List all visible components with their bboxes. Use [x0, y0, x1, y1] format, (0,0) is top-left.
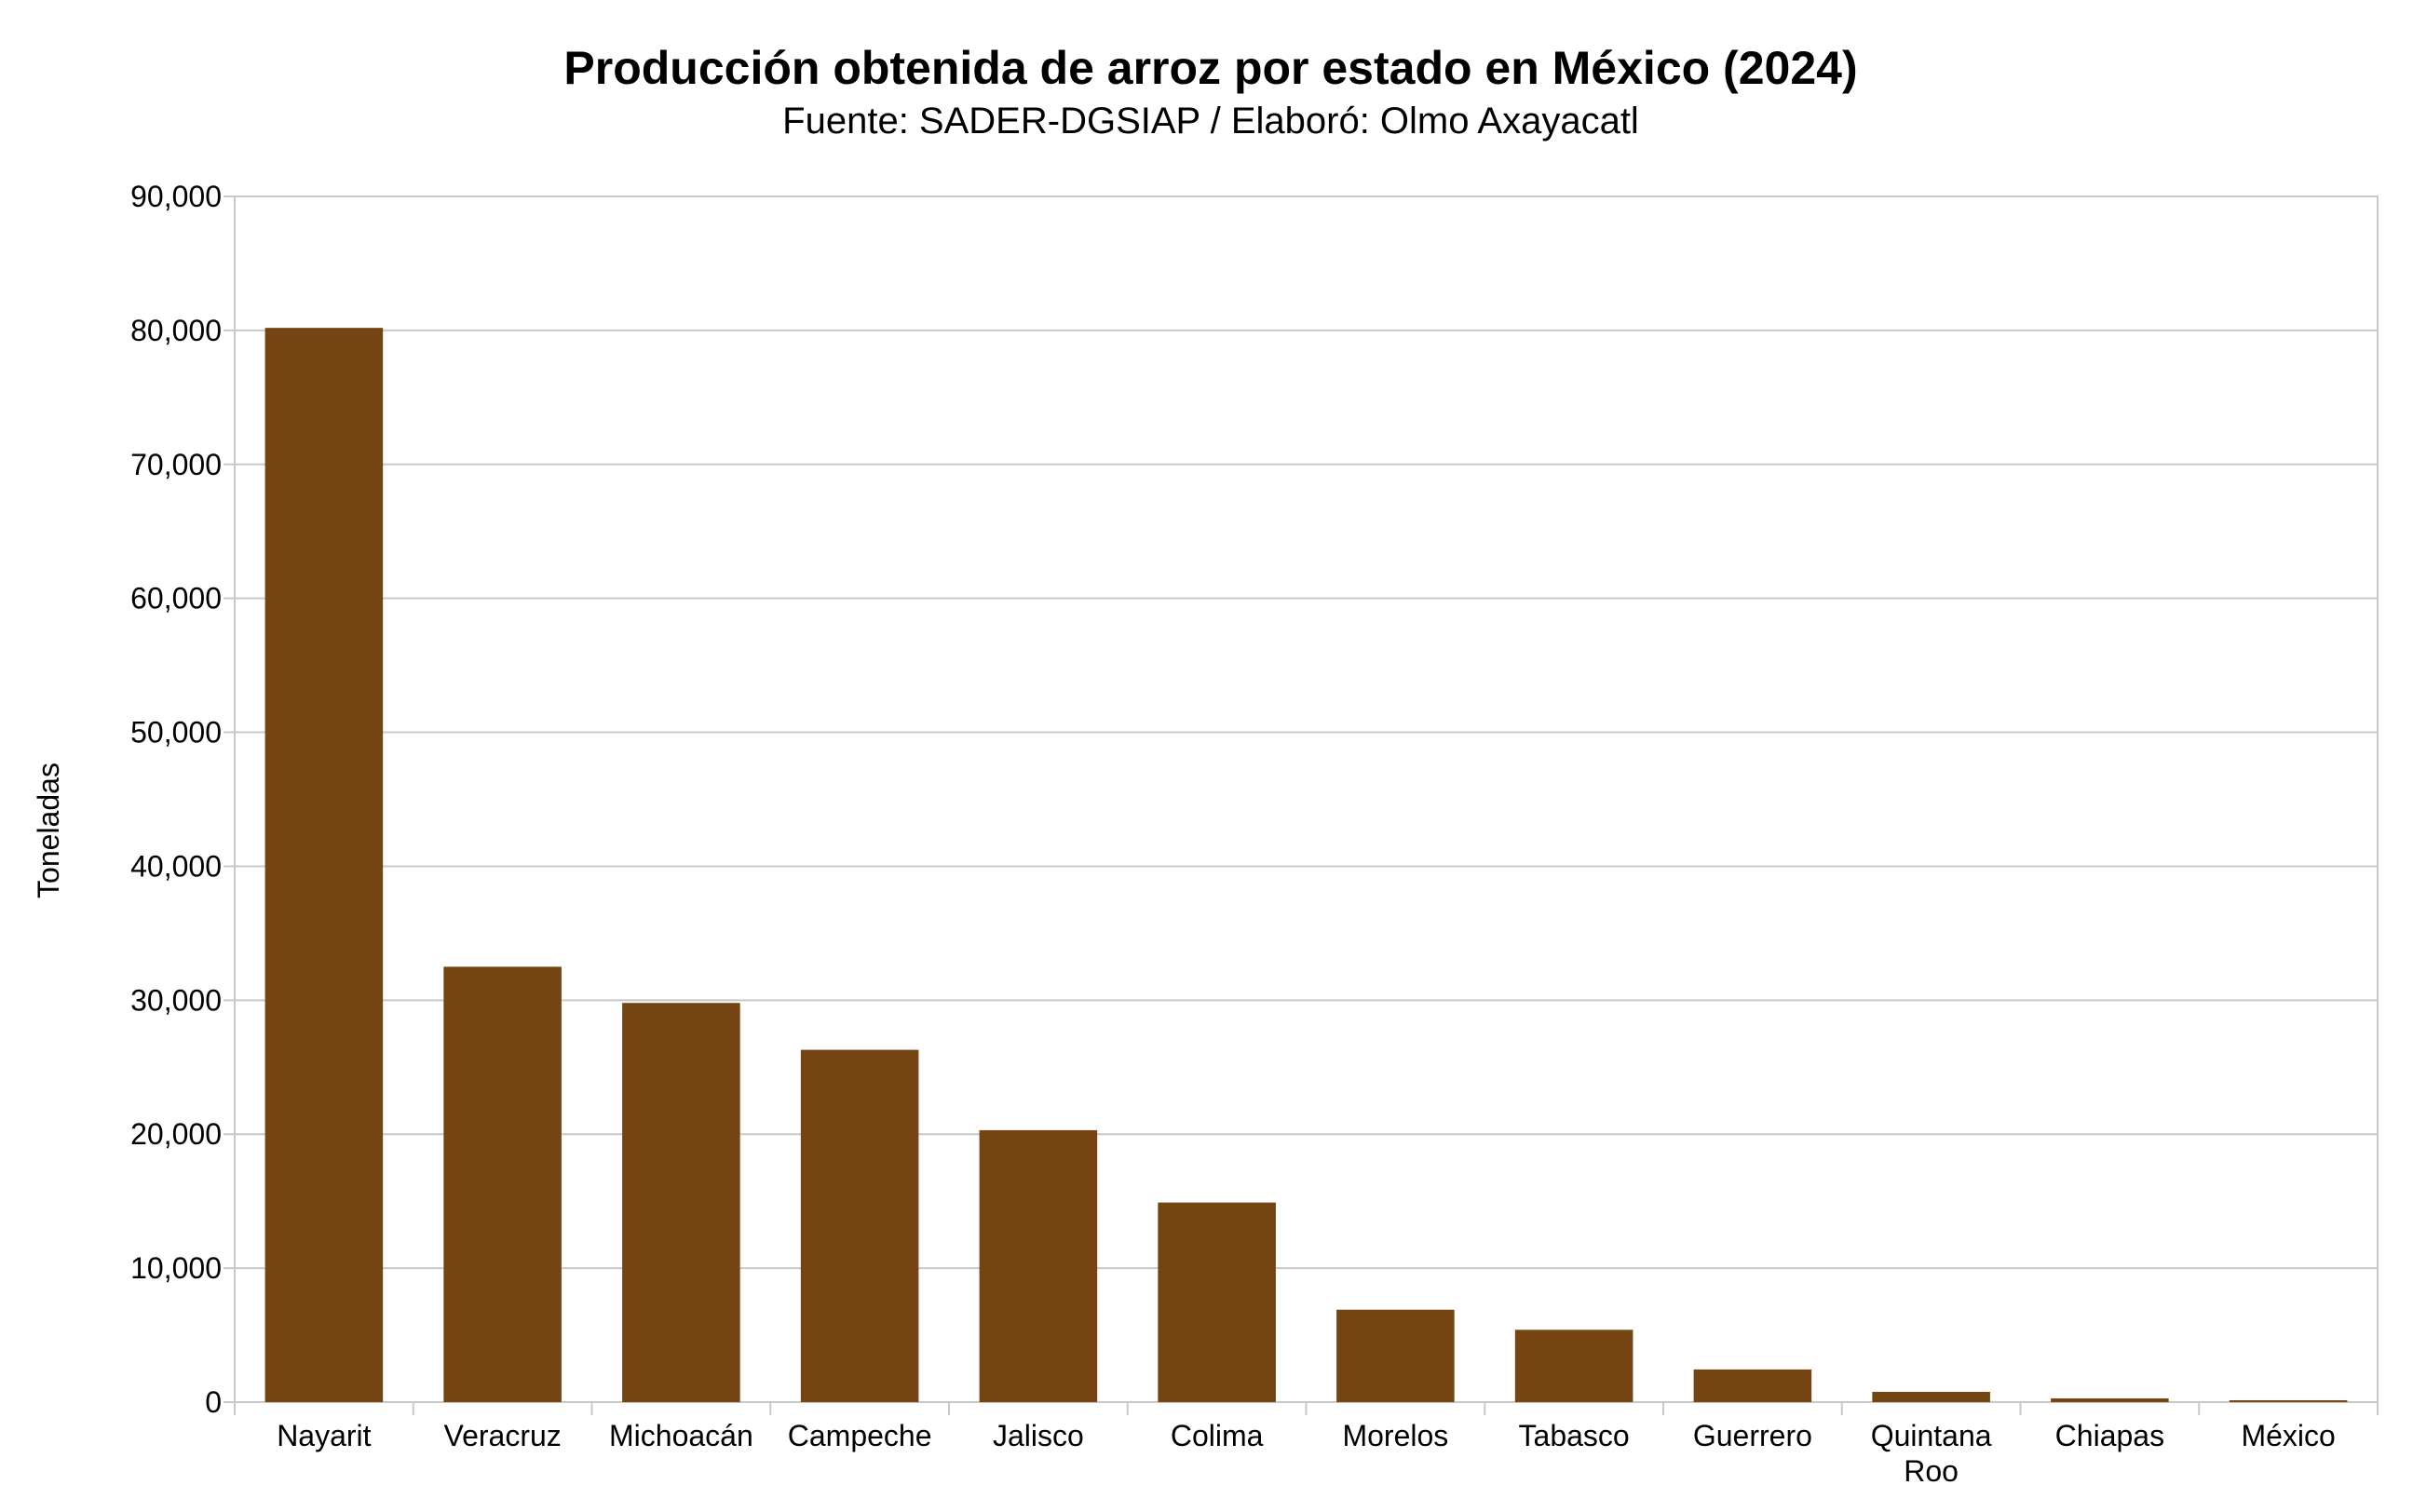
x-axis-ticks: Nayarit Veracruz Michoacán Campeche Jalisco C…: [234, 1402, 2379, 1488]
bar-veracruz: [443, 966, 562, 1402]
y-tick-label: 40,000: [130, 849, 222, 883]
bar-quintana-roo: [1872, 1391, 1990, 1402]
x-tick-label: Campeche: [788, 1419, 932, 1452]
y-axis-ticks: 0 10,000 20,000 30,000 40,000 50,000 60,000 70,…: [130, 180, 222, 1419]
bar-méxico: [2229, 1399, 2348, 1402]
bar-michoacán: [622, 1003, 740, 1402]
y-tick-label: 30,000: [130, 983, 222, 1017]
chart-title: Producción obtenida de arroz por estado …: [563, 42, 1857, 94]
bar-campeche: [800, 1049, 919, 1402]
x-tick-label: Jalisco: [993, 1419, 1084, 1452]
x-tick-label: Nayarit: [277, 1419, 371, 1452]
chart-subtitle: Fuente: SADER-DGSIAP / Elaboró: Olmo Axa…: [782, 101, 1639, 142]
y-tick-label: 10,000: [130, 1251, 222, 1285]
bar-guerrero: [1693, 1369, 1812, 1402]
y-tick-label: 90,000: [130, 180, 222, 213]
y-tick-label: 60,000: [130, 582, 222, 615]
x-tick-label: Quintana Roo: [1871, 1419, 1992, 1488]
x-tick-label: Michoacán: [609, 1419, 753, 1452]
bar-nayarit: [264, 328, 384, 1402]
bar-tabasco: [1514, 1330, 1634, 1402]
y-tick-label: 0: [205, 1385, 222, 1419]
bars: [264, 328, 2348, 1402]
bar-colima: [1158, 1202, 1276, 1402]
y-axis-label: Toneladas: [32, 763, 65, 898]
bar-jalisco: [979, 1129, 1098, 1402]
x-tick-label: México: [2241, 1419, 2335, 1452]
x-tick-label: Guerrero: [1693, 1419, 1812, 1452]
y-tick-label: 80,000: [130, 314, 222, 347]
bar-morelos: [1336, 1309, 1455, 1402]
y-tick-label: 70,000: [130, 448, 222, 481]
x-tick-label: Morelos: [1342, 1419, 1448, 1452]
x-tick-label: Tabasco: [1519, 1419, 1630, 1452]
x-tick-label: Chiapas: [2055, 1419, 2164, 1452]
y-tick-label: 20,000: [130, 1117, 222, 1151]
x-tick-label: Colima: [1171, 1419, 1264, 1452]
x-tick-label: Veracruz: [443, 1419, 561, 1452]
bar-chiapas: [2051, 1397, 2169, 1402]
y-tick-label: 50,000: [130, 716, 222, 749]
